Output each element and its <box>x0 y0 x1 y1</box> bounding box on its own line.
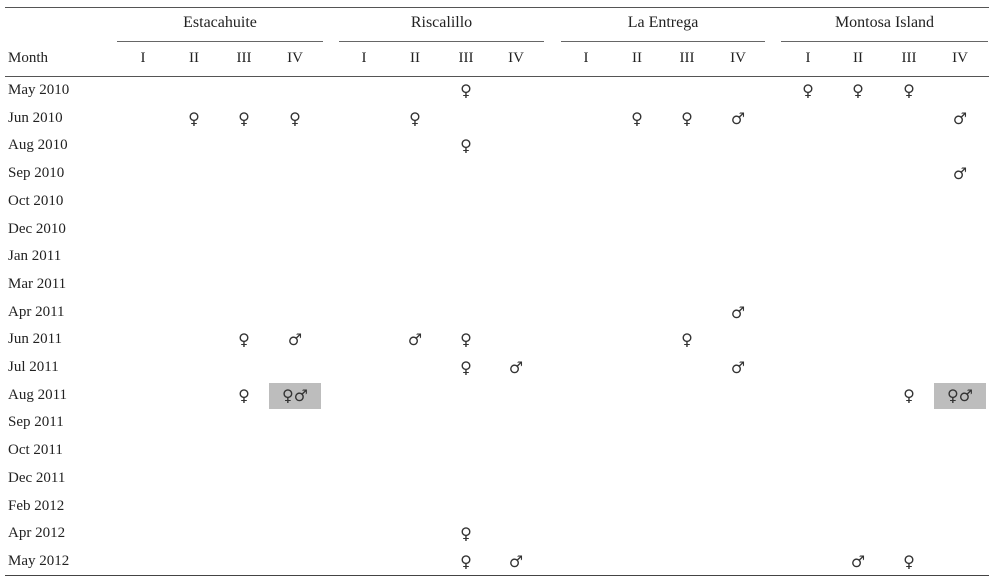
table-cell: ♂ <box>730 358 746 377</box>
table-cell: ♀ <box>903 385 915 405</box>
month-label: Sep 2010 <box>8 165 65 182</box>
month-label: May 2012 <box>8 552 70 569</box>
table-cell: ♀ <box>460 330 472 350</box>
table-cell: ♀ <box>681 330 693 350</box>
table-cell: ♂ <box>508 358 524 377</box>
month-label: Feb 2012 <box>8 497 65 514</box>
column-header: II <box>632 50 642 66</box>
column-header: III <box>236 50 252 66</box>
table-cell: ♂ <box>730 108 746 128</box>
table-cell: ♀ <box>631 108 643 128</box>
table-cell: ♀ <box>903 81 915 100</box>
table-cell: ♂ <box>952 164 968 184</box>
table-cell: ♀ <box>903 551 915 571</box>
month-label: Apr 2011 <box>8 303 65 320</box>
table-cell: ♂ <box>407 330 423 350</box>
table-cell: ♀ <box>238 108 250 128</box>
table-cell: ♀ <box>460 358 472 377</box>
column-header: IV <box>730 50 746 66</box>
month-label: Aug 2010 <box>8 137 68 154</box>
month-label: Jul 2011 <box>8 359 59 375</box>
month-label: Oct 2010 <box>8 192 64 209</box>
table-cell: ♀ <box>460 81 472 100</box>
table-cell: ♂ <box>850 551 866 571</box>
table-cell: ♂ <box>730 302 746 322</box>
table-cell: ♂ <box>508 551 524 571</box>
column-header: II <box>189 50 199 66</box>
bottom-rule <box>5 575 989 576</box>
table-cell: ♀ <box>188 108 200 128</box>
column-header: IV <box>952 50 968 66</box>
month-label: Dec 2011 <box>8 469 66 486</box>
column-header: III <box>901 50 917 66</box>
table-cell: ♀ <box>681 108 693 128</box>
table-cell: ♀ <box>289 108 301 128</box>
column-header: IV <box>508 50 524 66</box>
month-label: Jun 2010 <box>8 109 63 126</box>
column-header: II <box>853 50 863 66</box>
month-label: Oct 2011 <box>8 442 63 459</box>
month-label: Dec 2010 <box>8 220 66 237</box>
site-header-riscalillo: Riscalillo <box>410 14 473 31</box>
table-cell: ♀ <box>238 330 250 350</box>
month-label: Aug 2011 <box>8 386 68 403</box>
month-label: Jan 2011 <box>8 248 62 265</box>
month-label: Mar 2011 <box>8 275 67 292</box>
header-rule <box>5 76 989 77</box>
table-cell: ♀ <box>802 81 814 100</box>
column-header: I <box>361 50 367 66</box>
month-label: Sep 2011 <box>8 414 64 431</box>
column-header: II <box>410 50 420 66</box>
column-header: III <box>458 50 474 66</box>
table-cell: ♂ <box>287 330 303 350</box>
column-header: I <box>583 50 589 66</box>
month-label: May 2010 <box>8 82 70 98</box>
table-cell: ♀ <box>409 108 421 128</box>
site-group-rule <box>781 41 988 42</box>
table-cell: ♀ <box>460 136 472 156</box>
column-header: I <box>805 50 811 66</box>
site-header-montosa-island: Montosa Island <box>834 14 935 31</box>
site-header-la-entrega: La Entrega <box>627 14 699 31</box>
top-rule <box>5 7 989 8</box>
month-label: Jun 2011 <box>8 331 63 348</box>
table-cell: ♂ <box>952 108 968 128</box>
table-cell: ♀ <box>852 81 864 100</box>
table-cell: ♀ <box>238 385 250 405</box>
column-header: III <box>679 50 695 66</box>
month-label: Apr 2012 <box>8 525 66 542</box>
column-header: IV <box>287 50 303 66</box>
table-cell: ♀ <box>460 524 472 544</box>
site-group-rule <box>117 41 323 42</box>
month-column-header: Month <box>8 50 49 66</box>
table-cell: ♀ <box>460 551 472 571</box>
site-group-rule <box>339 41 544 42</box>
table-cell: ♀♂ <box>934 382 986 409</box>
table-cell: ♀♂ <box>269 382 321 409</box>
site-header-estacahuite: Estacahuite <box>183 14 257 31</box>
column-header: I <box>140 50 146 66</box>
site-group-rule <box>561 41 765 42</box>
